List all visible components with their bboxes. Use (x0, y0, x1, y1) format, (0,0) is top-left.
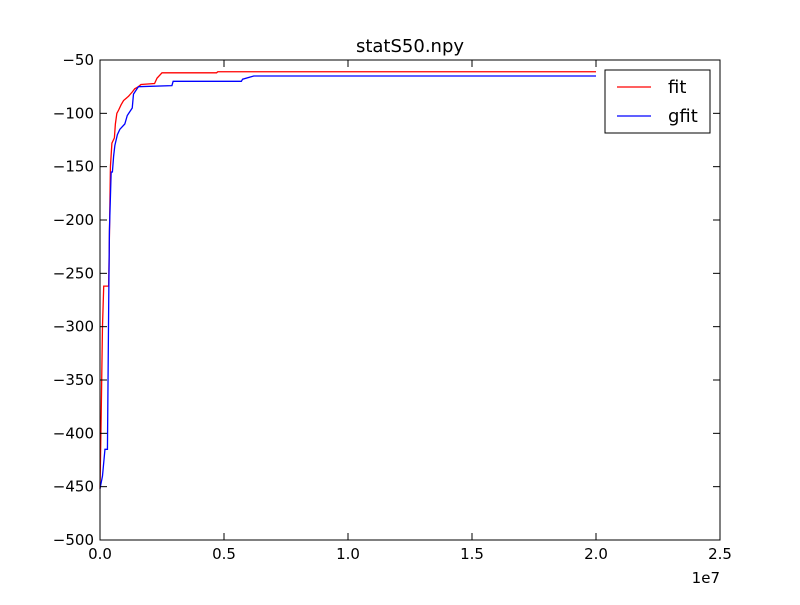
ticks-layer: 0.0 0.5 1.0 1.5 2.0 2.5 −500 −450 −400 −350 −300 −2… (53, 51, 732, 563)
series-layer (99, 71, 596, 489)
y-tick-label: −300 (53, 318, 94, 336)
y-tick-label: −50 (62, 51, 94, 69)
x-tick-label: 1.0 (336, 545, 360, 563)
series-line-gfit (99, 75, 596, 489)
y-tick-label: −350 (53, 371, 94, 389)
legend-label-fit: fit (668, 77, 686, 98)
chart-title: statS50.npy (356, 36, 464, 57)
y-tick-label: −250 (53, 264, 94, 282)
x-axis-offset-text: 1e7 (692, 569, 720, 587)
y-tick-label: −100 (53, 104, 94, 122)
y-tick-label: −150 (53, 158, 94, 176)
x-tick-label: 2.5 (708, 545, 732, 563)
y-tick-label: −450 (53, 478, 94, 496)
x-tick-label: 1.5 (460, 545, 484, 563)
legend-box (604, 69, 711, 134)
x-tick-label: 2.0 (584, 545, 608, 563)
x-tick-label: 0.5 (212, 545, 236, 563)
y-tick-label: −400 (53, 424, 94, 442)
y-tick-label: −500 (53, 531, 94, 549)
y-tick-label: −200 (53, 211, 94, 229)
plot-frame (99, 59, 721, 541)
legend-label-gfit: gfit (668, 106, 698, 127)
legend: fit gfit (604, 69, 711, 134)
x-tick-label: 0.0 (88, 545, 112, 563)
